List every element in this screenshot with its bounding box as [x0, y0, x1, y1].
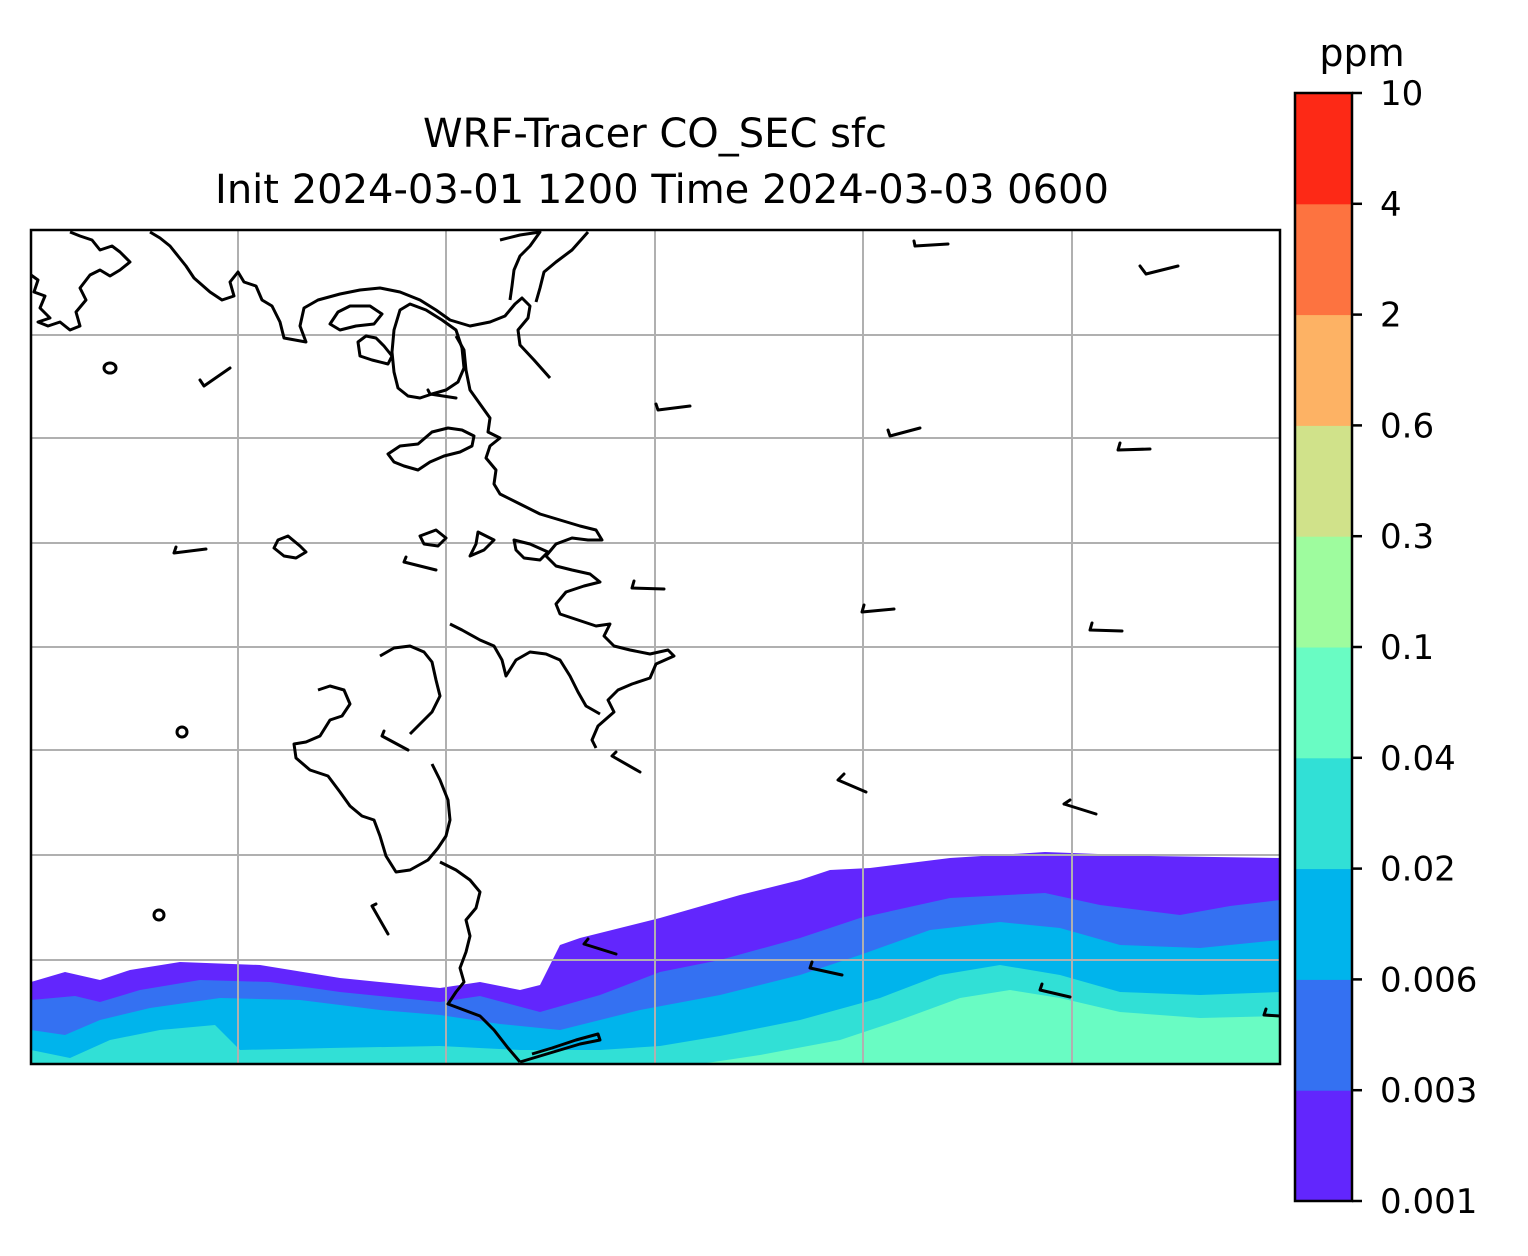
colorbar-tick-label: 10 — [1380, 74, 1423, 114]
colorbar-tick-label: 0.1 — [1380, 628, 1434, 668]
wind-barb — [1262, 1007, 1280, 1018]
gridlines — [31, 230, 1280, 1064]
colorbar-swatch — [1295, 868, 1352, 980]
colorbar-swatch — [1295, 425, 1352, 537]
wind-barb — [610, 750, 642, 774]
colorbar-swatches — [1295, 93, 1352, 1202]
wind-barb — [1038, 982, 1072, 999]
colorbar-tick-label: 4 — [1380, 185, 1402, 225]
colorbar-swatch — [1295, 203, 1352, 316]
colorbar-swatch — [1295, 314, 1352, 426]
map-frame — [29, 228, 1282, 1066]
coastline-central-bay — [454, 335, 676, 749]
colorbar-swatch — [1295, 1090, 1352, 1202]
map-title: WRF-Tracer CO_SEC sfc — [423, 111, 887, 157]
band-0.04 — [700, 990, 1280, 1064]
wind-barb — [1116, 441, 1152, 452]
wind-barb — [426, 388, 458, 400]
colorbar-tick-label: 2 — [1380, 296, 1402, 336]
coastline-northwest — [31, 230, 132, 332]
wind-barb — [630, 579, 666, 591]
coastline-central-peninsula — [356, 302, 466, 400]
coastline-north-inlet — [149, 230, 552, 379]
colorbar-swatch — [1295, 93, 1352, 205]
map-area — [31, 230, 1280, 1064]
colorbar-ticks: 0.001 0.003 0.006 0.02 0.04 0.1 0.3 0.6 2 4 10 — [1352, 74, 1477, 1222]
colorbar-tick-label: 0.3 — [1380, 517, 1434, 557]
colorbar-tick-label: 0.006 — [1380, 960, 1477, 1000]
wind-barb — [1138, 264, 1180, 276]
coastline-river-channel — [499, 230, 590, 303]
colorbar-tick-label: 0.02 — [1380, 850, 1456, 890]
coastline-small-island — [152, 908, 166, 922]
colorbar-tick-label: 0.6 — [1380, 406, 1434, 446]
wind-barb — [370, 902, 390, 936]
colorbar-tick-label: 0.04 — [1380, 739, 1456, 779]
colorbar-tick-label: 0.001 — [1380, 1182, 1477, 1222]
coastline-southern-shore — [292, 622, 601, 874]
colorbar-swatch — [1295, 647, 1352, 759]
coastline-south-channel — [439, 860, 602, 1064]
wind-barb — [582, 937, 618, 956]
coastline-small-island — [102, 361, 118, 375]
map-subtitle: Init 2024-03-01 1200 Time 2024-03-03 060… — [215, 167, 1109, 213]
colorbar-swatch — [1295, 757, 1352, 870]
colorbar-swatch — [1295, 536, 1352, 648]
wind-barb — [860, 603, 896, 614]
coastline-lake — [328, 304, 384, 332]
wind-barb — [1088, 621, 1124, 633]
coastlines — [31, 230, 676, 1064]
wind-barb — [836, 772, 868, 794]
wind-barb — [808, 960, 844, 977]
colorbar-swatch — [1295, 979, 1352, 1091]
wind-barb — [402, 555, 438, 572]
colorbar-unit-label: ppm — [1319, 31, 1404, 75]
colorbar: 0.001 0.003 0.006 0.02 0.04 0.1 0.3 0.6 2 4 10 ppm — [1293, 31, 1477, 1222]
wind-barb — [1062, 798, 1098, 816]
wind-barb — [912, 239, 950, 248]
wind-barbs — [172, 239, 1280, 1018]
wind-barb — [886, 426, 922, 438]
wind-barb — [380, 729, 410, 752]
wind-barb — [172, 545, 208, 555]
coastline-islands — [272, 426, 550, 562]
colorbar-tick-label: 0.003 — [1380, 1071, 1477, 1111]
coastline-small-island — [175, 725, 189, 739]
wind-barb — [198, 366, 232, 388]
wind-barb — [654, 402, 692, 412]
